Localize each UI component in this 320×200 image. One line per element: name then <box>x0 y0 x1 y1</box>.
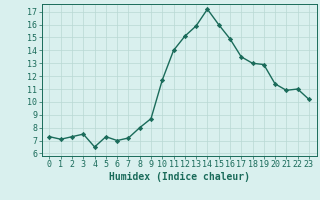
X-axis label: Humidex (Indice chaleur): Humidex (Indice chaleur) <box>109 172 250 182</box>
